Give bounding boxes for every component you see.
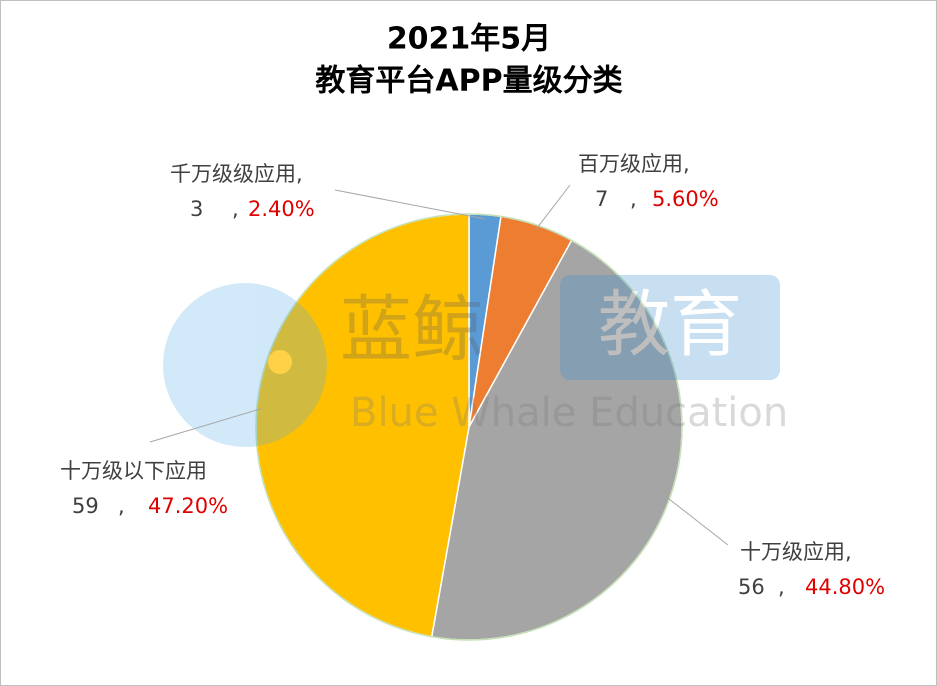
separator: , — [232, 197, 239, 221]
leader-line — [149, 408, 262, 443]
watermark-box — [560, 275, 780, 380]
watermark-logo — [268, 350, 292, 374]
slice-label: 千万级级应用, — [170, 162, 303, 186]
separator: , — [118, 494, 125, 518]
value-label: 7 — [595, 187, 608, 211]
pie-outline — [255, 213, 683, 641]
value-label: 3 — [190, 197, 203, 221]
percent-label: 47.20% — [148, 494, 228, 518]
slice-label: 百万级应用, — [578, 152, 690, 176]
percent-label: 44.80% — [805, 575, 885, 599]
value-label: 59 — [72, 494, 99, 518]
separator: , — [630, 187, 637, 211]
watermark-text: 蓝鲸 — [340, 288, 484, 372]
slice-label: 十万级以下应用 — [60, 459, 207, 483]
watermark-text: 教育 — [598, 283, 742, 367]
leader-line — [535, 184, 571, 230]
chart-title: 2021年5月 — [387, 22, 551, 57]
separator: , — [778, 575, 785, 599]
watermark: 蓝鲸 教育 Blue Whale Education — [163, 275, 788, 447]
value-label: 56 — [738, 575, 765, 599]
slice-label: 十万级应用, — [740, 540, 852, 564]
pie — [255, 213, 683, 641]
chart-title: 教育平台APP量级分类 — [315, 64, 622, 99]
leader-line — [334, 189, 485, 220]
percent-label: 2.40% — [248, 197, 315, 221]
watermark-text: Blue Whale Education — [350, 390, 788, 436]
leader-line — [665, 496, 729, 546]
watermark-logo — [163, 283, 327, 447]
percent-label: 5.60% — [652, 187, 719, 211]
